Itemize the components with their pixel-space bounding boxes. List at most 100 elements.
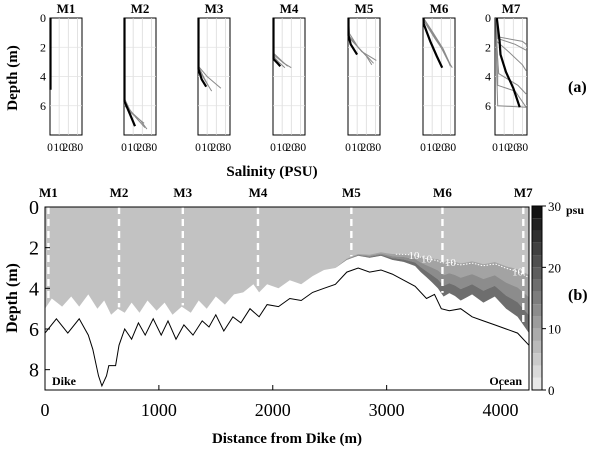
y-tick-label: 4: [29, 278, 39, 300]
colorbar-step: [532, 377, 542, 390]
profile-station-label: M3: [205, 1, 224, 16]
x-tick-label: 2000: [255, 400, 291, 420]
colorbar-step: [532, 340, 542, 354]
profile-line: [495, 17, 527, 108]
profile-line-mean: [197, 18, 208, 88]
profile-x-tick-label: 10: [351, 142, 363, 154]
profile-x-tick-label: 30: [517, 142, 529, 154]
profile-x-tick-label: 20: [436, 142, 448, 154]
station-label-m6: M6: [433, 185, 452, 200]
profile-x-tick-label: 30: [445, 142, 457, 154]
profile-y-tick-label: 6: [40, 99, 46, 113]
profile-x-tick-label: 20: [137, 142, 149, 154]
colorbar-step: [532, 255, 542, 268]
panel-a-label: (a): [568, 79, 587, 96]
profile-line: [423, 17, 451, 66]
profile-station-label: M5: [355, 1, 374, 16]
profile-x-tick-label: 10: [53, 142, 65, 154]
profile-x-tick-label: 10: [127, 142, 139, 154]
colorbar-tick-label: 20: [548, 260, 561, 275]
profile-line-mean: [422, 17, 444, 69]
salinity-fill-layer-1: [329, 252, 529, 298]
profile-x-tick-label: 0: [121, 142, 127, 154]
profile-y-tick-label: 0: [485, 11, 491, 25]
annotation-ocean: Ocean: [489, 374, 522, 388]
profile-x-tick-label: 30: [146, 142, 158, 154]
colorbar-step: [532, 242, 542, 256]
section-frame: [44, 206, 530, 391]
x-tick-label: 4000: [483, 400, 519, 420]
colorbar-step: [532, 304, 542, 317]
station-label-m7: M7: [514, 185, 533, 200]
profile-line: [495, 17, 527, 108]
profile-x-tick-label: 0: [195, 142, 201, 154]
profile-line-mean: [272, 18, 282, 68]
panel-a-y-axis-label: Depth (m): [5, 45, 21, 110]
x-tick-label: 3000: [369, 400, 405, 420]
profile-x-tick-label: 0: [420, 142, 426, 154]
station-label-m2: M2: [110, 185, 129, 200]
colorbar-step: [532, 267, 542, 280]
profile-line-mean: [123, 18, 137, 127]
y-tick-label: 8: [29, 360, 39, 382]
profile-x-tick-label: 10: [426, 142, 438, 154]
profile-x-tick-label: 20: [508, 142, 520, 154]
profile-x-tick-label: 10: [498, 142, 510, 154]
colorbar: 0 10 20 30 psu: [531, 199, 584, 398]
profile-y-tick-label: 4: [40, 70, 46, 84]
contour-label: 10: [408, 250, 420, 262]
profile-station-label: M6: [430, 1, 449, 16]
panel-b-x-axis-label: Distance from Dike (m): [212, 431, 362, 447]
x-tick-label: 0: [41, 400, 50, 420]
profile-line-mean: [347, 18, 359, 56]
salinity-fill-layer-3: [329, 254, 529, 334]
profile-station-label: M7: [502, 1, 521, 16]
x-tick-label: 1000: [141, 400, 177, 420]
profile-x-tick-label: 20: [63, 142, 75, 154]
contour-label: 10: [421, 254, 433, 266]
colorbar-unit-label: psu: [566, 203, 584, 217]
seabed-line: [45, 267, 529, 388]
annotation-dike: Dike: [52, 374, 77, 388]
profile-y-tick-label: 0: [40, 11, 46, 25]
colorbar-tick-label: 0: [548, 383, 555, 398]
colorbar-step: [532, 365, 542, 378]
colorbar-frame: [531, 205, 543, 391]
colorbar-step: [532, 230, 542, 243]
profile-x-tick-label: 0: [47, 142, 53, 154]
profile-x-tick-label: 20: [361, 142, 373, 154]
panel-b-y-axis-label: Depth (m): [4, 263, 21, 333]
profile-x-tick-label: 0: [345, 142, 351, 154]
salinity-fill-layer-2: [329, 253, 529, 316]
profile-x-tick-label: 30: [72, 142, 84, 154]
profile-line-mean: [495, 17, 521, 108]
colorbar-step: [532, 206, 542, 219]
panel-a-x-axis-label: Salinity (PSU): [226, 164, 317, 180]
y-tick-label: 6: [29, 319, 39, 341]
profile-x-tick-label: 0: [492, 142, 498, 154]
profile-x-tick-label: 10: [276, 142, 288, 154]
station-label-m5: M5: [342, 185, 361, 200]
y-tick-label: 0: [29, 197, 39, 219]
panel-b-label: (b): [568, 287, 588, 304]
colorbar-step: [532, 279, 542, 292]
profile-y-tick-label: 4: [485, 70, 491, 84]
profile-x-tick-label: 0: [270, 142, 276, 154]
colorbar-tick-label: 30: [548, 199, 561, 214]
colorbar-step: [532, 316, 542, 329]
colorbar-step: [532, 218, 542, 231]
profile-x-tick-label: 20: [286, 142, 298, 154]
colorbar-step: [532, 328, 542, 341]
contour-label: 10: [445, 257, 457, 269]
colorbar-tick-label: 10: [548, 322, 561, 337]
